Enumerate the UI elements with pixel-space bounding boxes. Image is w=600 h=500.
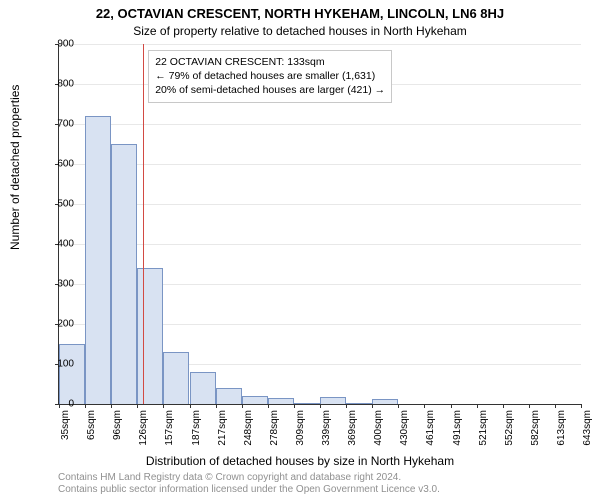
ytick-label: 100 [34, 359, 74, 370]
reference-line [143, 44, 144, 404]
xtick-mark [111, 404, 112, 408]
histogram-bar [85, 116, 111, 404]
xtick-mark [503, 404, 504, 408]
xtick-mark [424, 404, 425, 408]
xtick-label: 278sqm [269, 410, 280, 450]
histogram-bar [268, 398, 294, 404]
ytick-label: 0 [34, 399, 74, 410]
gridline [59, 124, 581, 125]
annotation-box: 22 OCTAVIAN CRESCENT: 133sqm← 79% of det… [148, 50, 392, 103]
histogram-bar [59, 344, 85, 404]
xtick-mark [581, 404, 582, 408]
xtick-label: 521sqm [478, 410, 489, 450]
xtick-label: 461sqm [425, 410, 436, 450]
xtick-mark [163, 404, 164, 408]
xtick-label: 339sqm [321, 410, 332, 450]
xtick-mark [137, 404, 138, 408]
xtick-label: 643sqm [582, 410, 593, 450]
chart-title: 22, OCTAVIAN CRESCENT, NORTH HYKEHAM, LI… [0, 6, 600, 21]
footnote: Contains HM Land Registry data © Crown c… [58, 472, 440, 496]
histogram-bar [163, 352, 189, 404]
xtick-label: 65sqm [86, 410, 97, 450]
histogram-bar [216, 388, 242, 404]
histogram-bar [320, 397, 346, 404]
xtick-label: 613sqm [556, 410, 567, 450]
histogram-bar [242, 396, 268, 404]
xtick-label: 552sqm [504, 410, 515, 450]
xtick-label: 491sqm [452, 410, 463, 450]
histogram-bar [372, 399, 398, 404]
gridline [59, 244, 581, 245]
ytick-label: 600 [34, 159, 74, 170]
xtick-mark [451, 404, 452, 408]
xtick-mark [242, 404, 243, 408]
xtick-label: 217sqm [217, 410, 228, 450]
xtick-label: 582sqm [530, 410, 541, 450]
xtick-mark [216, 404, 217, 408]
annotation-line: 20% of semi-detached houses are larger (… [155, 83, 385, 97]
xtick-label: 187sqm [191, 410, 202, 450]
ytick-label: 300 [34, 279, 74, 290]
xtick-label: 96sqm [112, 410, 123, 450]
histogram-bar [294, 403, 320, 404]
histogram-bar [346, 403, 372, 404]
ytick-label: 800 [34, 79, 74, 90]
xtick-label: 369sqm [347, 410, 358, 450]
xtick-label: 35sqm [60, 410, 71, 450]
annotation-line: ← 79% of detached houses are smaller (1,… [155, 69, 385, 83]
ytick-label: 500 [34, 199, 74, 210]
xtick-label: 248sqm [243, 410, 254, 450]
xtick-mark [320, 404, 321, 408]
ytick-label: 400 [34, 239, 74, 250]
gridline [59, 44, 581, 45]
x-axis-label: Distribution of detached houses by size … [0, 454, 600, 468]
gridline [59, 204, 581, 205]
xtick-mark [268, 404, 269, 408]
gridline [59, 164, 581, 165]
chart-container: 22, OCTAVIAN CRESCENT, NORTH HYKEHAM, LI… [0, 0, 600, 500]
annotation-line: 22 OCTAVIAN CRESCENT: 133sqm [155, 55, 385, 69]
xtick-mark [555, 404, 556, 408]
xtick-mark [190, 404, 191, 408]
ytick-label: 900 [34, 39, 74, 50]
xtick-label: 430sqm [399, 410, 410, 450]
xtick-label: 400sqm [373, 410, 384, 450]
xtick-label: 157sqm [164, 410, 175, 450]
histogram-bar [137, 268, 163, 404]
xtick-mark [346, 404, 347, 408]
xtick-label: 309sqm [295, 410, 306, 450]
ytick-label: 700 [34, 119, 74, 130]
xtick-mark [477, 404, 478, 408]
histogram-bar [111, 144, 137, 404]
xtick-mark [85, 404, 86, 408]
histogram-bar [190, 372, 216, 404]
xtick-mark [294, 404, 295, 408]
y-axis-label: Number of detached properties [8, 85, 22, 250]
xtick-mark [529, 404, 530, 408]
xtick-mark [372, 404, 373, 408]
ytick-label: 200 [34, 319, 74, 330]
xtick-label: 126sqm [138, 410, 149, 450]
xtick-mark [398, 404, 399, 408]
chart-subtitle: Size of property relative to detached ho… [0, 24, 600, 38]
